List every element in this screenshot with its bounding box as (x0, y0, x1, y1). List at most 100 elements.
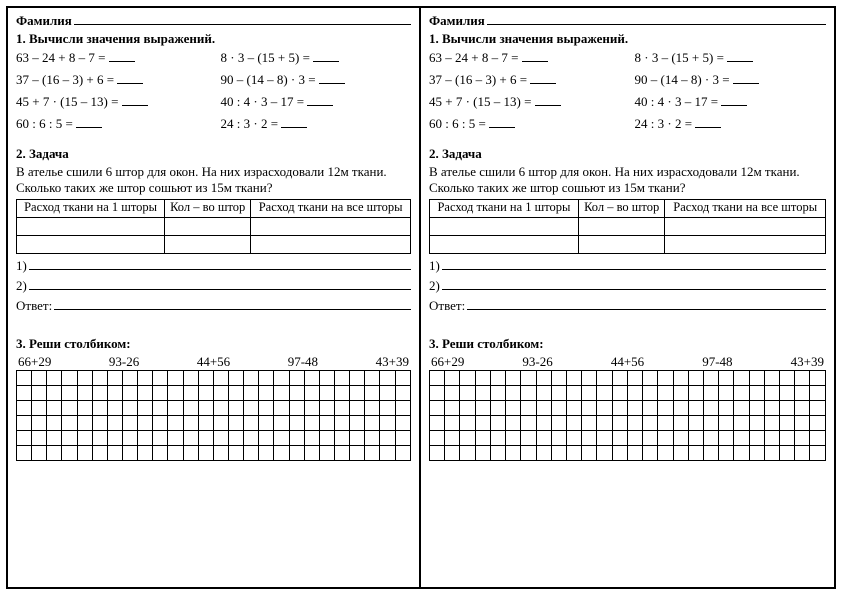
calc-grid-wrap (16, 370, 411, 461)
table-cell[interactable] (430, 235, 579, 253)
answer-blank[interactable] (313, 50, 339, 62)
expression: 24 : 3 · 2 = (221, 116, 412, 132)
table-header: Расход ткани на 1 шторы (17, 199, 165, 217)
section3-title: 3. Реши столбиком: (429, 336, 826, 352)
line2-blank[interactable] (442, 277, 826, 290)
column-problem: 66+29 (431, 354, 464, 370)
calc-grid[interactable] (429, 370, 826, 461)
expression-text: 8 · 3 – (15 + 5) = (221, 50, 314, 65)
column-problem: 43+39 (791, 354, 824, 370)
task2-table: Расход ткани на 1 шторыКол – во шторРасх… (429, 199, 826, 254)
answer-blank[interactable] (733, 72, 759, 84)
surname-label: Фамилия (429, 13, 485, 29)
calc-grid[interactable] (16, 370, 411, 461)
line1-blank[interactable] (442, 257, 826, 270)
section2-title: 2. Задача (16, 146, 411, 162)
expression: 63 – 24 + 8 – 7 = (16, 50, 207, 66)
column-problem: 66+29 (18, 354, 51, 370)
section1-title: 1. Вычисли значения выражений. (16, 31, 411, 47)
column-problems: 66+2993-2644+5697-4843+39 (16, 354, 411, 370)
table-header: Расход ткани на все шторы (665, 199, 826, 217)
table-cell[interactable] (165, 235, 251, 253)
answer-blank[interactable] (117, 72, 143, 84)
expression: 24 : 3 · 2 = (635, 116, 827, 132)
table-cell[interactable] (165, 217, 251, 235)
line1-label: 1) (429, 258, 440, 274)
table-cell[interactable] (430, 217, 579, 235)
expression: 90 – (14 – 8) · 3 = (635, 72, 827, 88)
expression-text: 40 : 4 · 3 – 17 = (635, 94, 722, 109)
expression-text: 60 : 6 : 5 = (429, 116, 489, 131)
answer-blank[interactable] (727, 50, 753, 62)
expression: 40 : 4 · 3 – 17 = (635, 94, 827, 110)
column-problem: 93-26 (109, 354, 139, 370)
answer-row: Ответ: (16, 297, 411, 314)
answer-blank[interactable] (695, 116, 721, 128)
answer-blank[interactable] (467, 297, 826, 310)
expression: 37 – (16 – 3) + 6 = (16, 72, 207, 88)
column-problem: 97-48 (288, 354, 318, 370)
answer-blank[interactable] (109, 50, 135, 62)
answer-row: Ответ: (429, 297, 826, 314)
task2-text: В ателье сшили 6 штор для окон. На них и… (429, 164, 826, 197)
table-header: Расход ткани на 1 шторы (430, 199, 579, 217)
line1-row: 1) (16, 257, 411, 274)
answer-blank[interactable] (54, 297, 411, 310)
expression-text: 63 – 24 + 8 – 7 = (429, 50, 522, 65)
table-cell[interactable] (578, 217, 664, 235)
column-problem: 44+56 (611, 354, 644, 370)
expression-text: 40 : 4 · 3 – 17 = (221, 94, 308, 109)
answer-blank[interactable] (307, 94, 333, 106)
line1-label: 1) (16, 258, 27, 274)
expression: 45 + 7 · (15 – 13) = (16, 94, 207, 110)
expression-text: 24 : 3 · 2 = (635, 116, 696, 131)
column-problems: 66+2993-2644+5697-4843+39 (429, 354, 826, 370)
task2-table: Расход ткани на 1 шторыКол – во шторРасх… (16, 199, 411, 254)
answer-blank[interactable] (489, 116, 515, 128)
table-cell[interactable] (17, 235, 165, 253)
table-cell[interactable] (251, 235, 411, 253)
table-cell[interactable] (578, 235, 664, 253)
task2-text: В ателье сшили 6 штор для окон. На них и… (16, 164, 411, 197)
line2-label: 2) (16, 278, 27, 294)
expression: 8 · 3 – (15 + 5) = (221, 50, 412, 66)
surname-label: Фамилия (16, 13, 72, 29)
line1-blank[interactable] (29, 257, 411, 270)
line2-row: 2) (429, 277, 826, 294)
table-cell[interactable] (665, 235, 826, 253)
answer-blank[interactable] (122, 94, 148, 106)
expression: 60 : 6 : 5 = (16, 116, 207, 132)
answer-blank[interactable] (721, 94, 747, 106)
expressions-grid: 63 – 24 + 8 – 7 = 8 · 3 – (15 + 5) = 37 … (429, 50, 826, 132)
answer-blank[interactable] (319, 72, 345, 84)
table-cell[interactable] (251, 217, 411, 235)
right-panel: Фамилия1. Вычисли значения выражений.63 … (421, 8, 834, 587)
expression-text: 24 : 3 · 2 = (221, 116, 282, 131)
expression: 37 – (16 – 3) + 6 = (429, 72, 621, 88)
answer-blank[interactable] (535, 94, 561, 106)
section3-title: 3. Реши столбиком: (16, 336, 411, 352)
answer-blank[interactable] (530, 72, 556, 84)
expression: 63 – 24 + 8 – 7 = (429, 50, 621, 66)
column-problem: 97-48 (702, 354, 732, 370)
expression-text: 63 – 24 + 8 – 7 = (16, 50, 109, 65)
line2-blank[interactable] (29, 277, 411, 290)
answer-blank[interactable] (522, 50, 548, 62)
expressions-grid: 63 – 24 + 8 – 7 = 8 · 3 – (15 + 5) = 37 … (16, 50, 411, 132)
line2-row: 2) (16, 277, 411, 294)
answer-label: Ответ: (16, 298, 52, 314)
answer-blank[interactable] (76, 116, 102, 128)
surname-row: Фамилия (429, 12, 826, 29)
expression: 90 – (14 – 8) · 3 = (221, 72, 412, 88)
table-header: Кол – во штор (165, 199, 251, 217)
expression-text: 45 + 7 · (15 – 13) = (429, 94, 535, 109)
table-cell[interactable] (665, 217, 826, 235)
expression: 40 : 4 · 3 – 17 = (221, 94, 412, 110)
surname-blank[interactable] (74, 12, 411, 25)
expression-text: 60 : 6 : 5 = (16, 116, 76, 131)
section2-title: 2. Задача (429, 146, 826, 162)
surname-blank[interactable] (487, 12, 826, 25)
table-cell[interactable] (17, 217, 165, 235)
expression-text: 90 – (14 – 8) · 3 = (221, 72, 319, 87)
answer-blank[interactable] (281, 116, 307, 128)
